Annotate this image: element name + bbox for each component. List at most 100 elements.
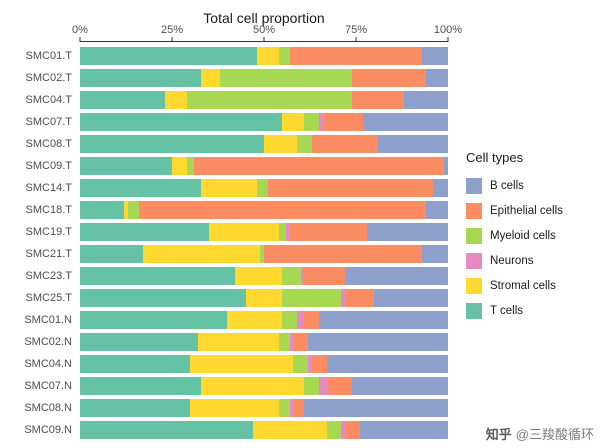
bar-segment-t-cells: [80, 135, 264, 153]
bar-segment-b-cells: [403, 91, 448, 109]
bar-segment-neurons: [289, 333, 294, 351]
x-axis-tick-label: 25%: [160, 24, 184, 36]
bar-row: SMC02.T: [0, 67, 448, 89]
bar-row: SMC14.T: [0, 177, 448, 199]
bar-segment-neurons: [289, 399, 294, 417]
bar-segment-b-cells: [344, 267, 448, 285]
x-axis-tick: [171, 37, 173, 42]
x-axis-tick-label: 0%: [72, 24, 88, 36]
bar-segment-myeloid-cells: [278, 223, 287, 241]
stacked-bar: [80, 355, 448, 373]
bar-segment-stromal-cells: [252, 421, 327, 439]
legend-swatch-stromal-cells: [466, 277, 482, 294]
stacked-bar: [80, 135, 448, 153]
legend-label: B cells: [490, 179, 524, 192]
y-axis-label: SMC07.T: [25, 116, 72, 128]
bar-row: SMC04.T: [0, 89, 448, 111]
bar-segment-epithelial-cells: [344, 289, 375, 307]
bar-segment-t-cells: [80, 355, 191, 373]
bar-segment-myeloid-cells: [186, 157, 195, 175]
legend-item-epithelial-cells: Epithelial cells: [466, 198, 598, 223]
bar-segment-t-cells: [80, 91, 165, 109]
x-axis-tick: [355, 37, 357, 42]
bar-segment-epithelial-cells: [289, 47, 423, 65]
legend-swatch-myeloid-cells: [466, 227, 482, 244]
bar-segment-myeloid-cells: [282, 289, 342, 307]
bar-segment-epithelial-cells: [311, 135, 379, 153]
stacked-bar: [80, 245, 448, 263]
bar-segment-myeloid-cells: [326, 421, 342, 439]
bar-segment-stromal-cells: [164, 91, 187, 109]
bar-row: SMC01.T: [0, 45, 448, 67]
stacked-bar: [80, 91, 448, 109]
bar-segment-t-cells: [80, 311, 228, 329]
bar-segment-myeloid-cells: [304, 377, 320, 395]
bar-segment-myeloid-cells: [186, 91, 353, 109]
bar-row: SMC25.T: [0, 287, 448, 309]
x-axis: 0% 25% 50% 75% 100%: [72, 24, 462, 42]
bar-segment-myeloid-cells: [297, 135, 312, 153]
bar-segment-t-cells: [80, 113, 283, 131]
bar-segment-b-cells: [319, 311, 448, 329]
bar-segment-stromal-cells: [201, 179, 257, 197]
stacked-bar: [80, 157, 448, 175]
bar-segment-neurons: [308, 355, 312, 373]
bar-segment-myeloid-cells: [127, 201, 139, 219]
legend-label: Neurons: [490, 254, 534, 267]
bar-segment-epithelial-cells: [267, 179, 434, 197]
y-axis-label: SMC02.T: [25, 72, 72, 84]
bar-segment-t-cells: [80, 179, 202, 197]
y-axis-label: SMC14.T: [25, 182, 72, 194]
bar-segment-epithelial-cells: [326, 377, 353, 395]
bar-segment-t-cells: [80, 421, 253, 439]
bar-segment-b-cells: [433, 179, 448, 197]
bar-segment-epithelial-cells: [344, 421, 360, 439]
x-axis-tick-label: 50%: [252, 24, 276, 36]
bar-segment-myeloid-cells: [256, 179, 268, 197]
watermark-handle: @三羧酸循环: [515, 427, 594, 442]
legend-swatch-b-cells: [466, 177, 482, 194]
bar-segment-neurons: [341, 289, 345, 307]
bar-segment-t-cells: [80, 333, 198, 351]
bar-segment-b-cells: [352, 377, 448, 395]
y-axis-label: SMC07.N: [24, 380, 72, 392]
bar-segment-t-cells: [80, 399, 191, 417]
x-axis-tick: [263, 37, 265, 42]
bar-segment-stromal-cells: [208, 223, 279, 241]
bar-segment-stromal-cells: [124, 201, 128, 219]
legend-label: Stromal cells: [490, 279, 556, 292]
bar-segment-b-cells: [363, 113, 448, 131]
y-axis-label: SMC25.T: [25, 292, 72, 304]
bar-row: SMC07.T: [0, 111, 448, 133]
bar-segment-epithelial-cells: [352, 69, 426, 87]
stacked-bar: [80, 333, 448, 351]
bar-segment-myeloid-cells: [278, 333, 290, 351]
bar-segment-b-cells: [308, 333, 448, 351]
x-axis-tick-label: 100%: [433, 24, 463, 36]
bar-segment-epithelial-cells: [293, 399, 305, 417]
bar-segment-b-cells: [422, 245, 448, 263]
legend-label: Epithelial cells: [490, 204, 563, 217]
y-axis-label: SMC09.T: [25, 160, 72, 172]
y-axis-label: SMC19.T: [25, 226, 72, 238]
stacked-bar: [80, 201, 448, 219]
y-axis-label: SMC08.T: [25, 138, 72, 150]
bar-row: SMC19.T: [0, 221, 448, 243]
y-axis-label: SMC09.N: [24, 424, 72, 436]
bar-segment-stromal-cells: [282, 113, 305, 131]
bar-segment-myeloid-cells: [304, 113, 320, 131]
bar-segment-t-cells: [80, 223, 209, 241]
y-axis-label: SMC01.T: [25, 50, 72, 62]
y-axis-label: SMC04.N: [24, 358, 72, 370]
legend-label: Myeloid cells: [490, 229, 556, 242]
x-axis-tick-label: 75%: [344, 24, 368, 36]
stacked-bar: [80, 377, 448, 395]
bar-segment-neurons: [319, 113, 323, 131]
bar-segment-myeloid-cells: [282, 311, 298, 329]
bar-segment-b-cells: [378, 135, 448, 153]
legend-label: T cells: [490, 304, 524, 317]
bar-segment-b-cells: [326, 355, 448, 373]
bar-segment-stromal-cells: [264, 135, 298, 153]
bar-segment-epithelial-cells: [293, 333, 309, 351]
